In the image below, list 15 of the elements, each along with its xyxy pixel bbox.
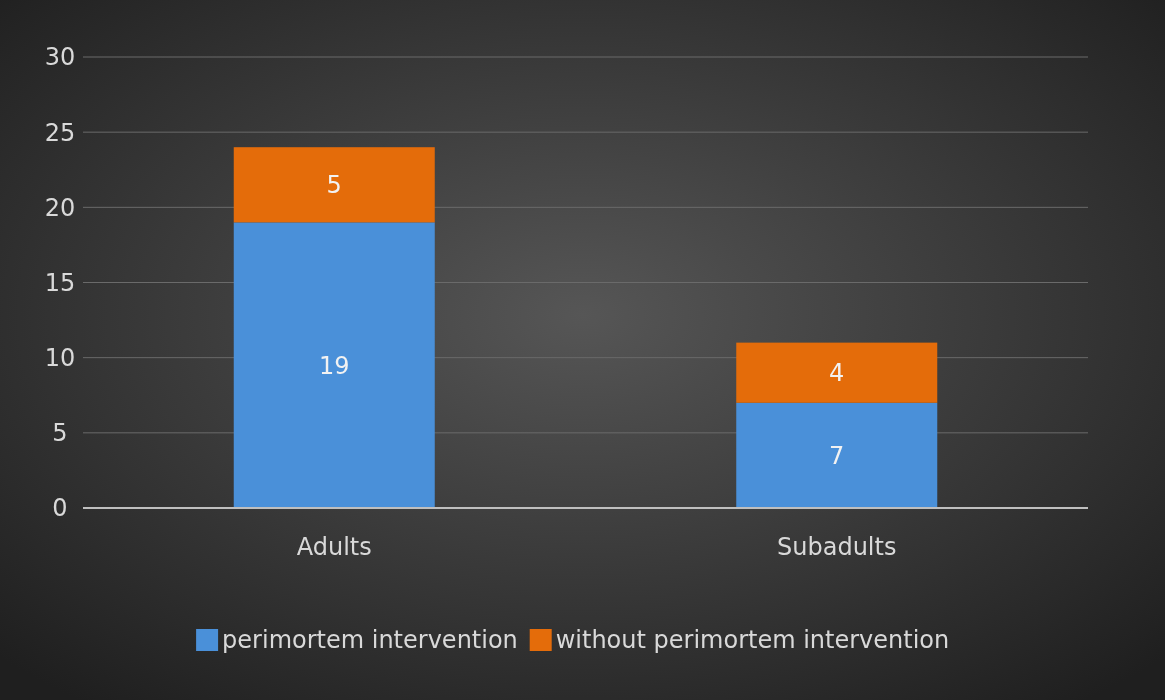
y-tick-label: 15 [44, 268, 76, 297]
legend-label: perimortem intervention [222, 626, 518, 655]
data-label: 5 [326, 171, 342, 200]
data-label: 19 [318, 351, 350, 380]
x-tick-label: Adults [296, 533, 372, 561]
y-tick-label: 20 [44, 193, 76, 222]
y-tick-label: 30 [44, 43, 76, 72]
x-tick-label: Subadults [777, 533, 897, 561]
data-label: 7 [829, 441, 845, 470]
data-label: 4 [829, 359, 845, 388]
y-tick-label: 25 [44, 118, 76, 147]
y-tick-label: 10 [44, 344, 76, 373]
y-tick-label: 5 [52, 419, 68, 448]
y-tick-label: 0 [52, 494, 68, 523]
legend-label: without perimortem intervention [555, 626, 950, 655]
